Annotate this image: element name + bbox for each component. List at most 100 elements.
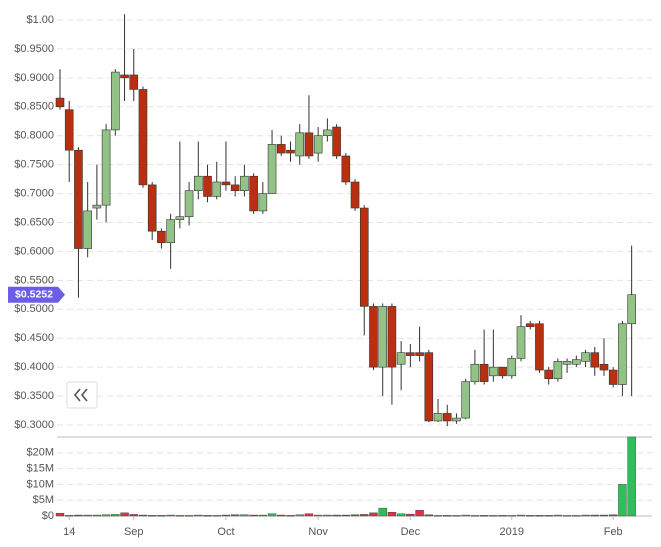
candle-body <box>535 323 544 371</box>
volume-bar <box>92 514 102 517</box>
y-tick-label: $0.5500 <box>14 274 54 286</box>
candle-body <box>525 323 535 327</box>
candle-body <box>157 230 166 244</box>
volume-bar <box>627 436 636 517</box>
x-tick-label: Nov <box>308 526 328 538</box>
y-tick-label: $20M <box>26 447 54 459</box>
y-tick-label: $0.4000 <box>14 361 54 373</box>
y-tick-label: $0.8500 <box>14 101 54 113</box>
y-tick-label: $10M <box>26 478 54 490</box>
volume-bar <box>396 513 406 517</box>
candle-body <box>74 149 83 249</box>
volume-bar <box>212 515 221 517</box>
x-tick-label: Oct <box>217 526 234 538</box>
candle-body <box>507 358 517 377</box>
volume-bar <box>350 514 360 517</box>
candle-body <box>332 126 341 157</box>
volume-bar <box>277 514 286 517</box>
candle-body <box>111 71 120 131</box>
candle-body <box>581 352 590 362</box>
volume-bar <box>544 515 553 517</box>
x-tick-label: Feb <box>604 526 623 538</box>
candle-body <box>147 184 157 232</box>
candle-body <box>166 219 175 244</box>
volume-bar <box>157 515 166 517</box>
volume-bar <box>221 514 231 517</box>
candle-body <box>258 193 268 212</box>
candle-body <box>387 306 397 368</box>
x-tick-label: 14 <box>63 526 75 538</box>
candle-body <box>341 155 351 183</box>
candle-body <box>83 210 92 249</box>
candle-body <box>267 144 277 194</box>
candle-body <box>276 144 286 154</box>
y-tick-label: $0.9000 <box>14 72 54 84</box>
volume-bar <box>479 515 489 517</box>
candle-body <box>92 204 102 209</box>
candle-body <box>138 89 148 186</box>
candle-body <box>175 216 185 220</box>
y-tick-label: $0.8000 <box>14 130 54 142</box>
y-tick-label: $0 <box>42 510 54 522</box>
candle-body <box>396 352 406 365</box>
volume-bar <box>360 514 369 517</box>
volume-bar <box>120 512 129 517</box>
volume-bar <box>369 512 378 517</box>
y-tick-label: $0.5000 <box>14 303 54 315</box>
candle-body <box>184 190 194 218</box>
candle-body <box>479 363 489 382</box>
candle-body <box>470 363 480 382</box>
candle-body <box>572 359 581 365</box>
candle-body <box>415 352 424 356</box>
candle-body <box>323 129 332 137</box>
volume-bar <box>452 515 461 517</box>
y-tick-label: $15M <box>26 463 54 475</box>
candle-body <box>599 363 609 371</box>
candle-body <box>433 413 443 422</box>
volume-bar <box>461 514 470 517</box>
volume-bar <box>553 514 563 517</box>
volume-bar <box>424 514 433 517</box>
volume-bar <box>341 514 351 517</box>
candle-body <box>249 175 258 212</box>
candle-body <box>129 74 139 90</box>
volume-bar <box>258 514 268 517</box>
candle-body <box>562 361 572 365</box>
candle-body <box>203 175 212 197</box>
volume-bar <box>489 515 498 517</box>
volume-bar <box>138 514 148 517</box>
price-badge <box>8 286 65 303</box>
volume-bar <box>470 515 480 517</box>
volume-bar <box>332 514 341 517</box>
volume-bar <box>74 514 83 517</box>
candle-body <box>313 135 323 154</box>
candle-body <box>627 294 636 325</box>
volume-bar <box>618 484 627 517</box>
volume-bar <box>240 514 249 517</box>
candle-body <box>369 306 378 368</box>
candle-body <box>608 369 618 385</box>
volume-bar <box>433 515 443 517</box>
candle-body <box>452 417 461 422</box>
volume-bar <box>175 515 185 517</box>
volume-bar <box>498 515 507 517</box>
candle-body <box>516 326 526 359</box>
volume-bar <box>203 515 212 517</box>
candle-body <box>359 207 369 307</box>
candle-body <box>55 97 65 108</box>
volume-bar <box>323 514 332 517</box>
volume-bar <box>535 515 544 517</box>
candle-body <box>498 366 507 377</box>
price-badge-label: $0.5252 <box>15 288 53 300</box>
candle-body <box>64 109 74 151</box>
volume-bar <box>406 513 415 517</box>
volume-bar <box>147 515 157 517</box>
collapse-button[interactable] <box>66 381 98 409</box>
candle-body <box>544 369 553 380</box>
candle-body <box>230 184 240 191</box>
volume-bar <box>286 515 295 517</box>
y-tick-label: $0.7000 <box>14 187 54 199</box>
y-tick-label: $0.6000 <box>14 245 54 257</box>
